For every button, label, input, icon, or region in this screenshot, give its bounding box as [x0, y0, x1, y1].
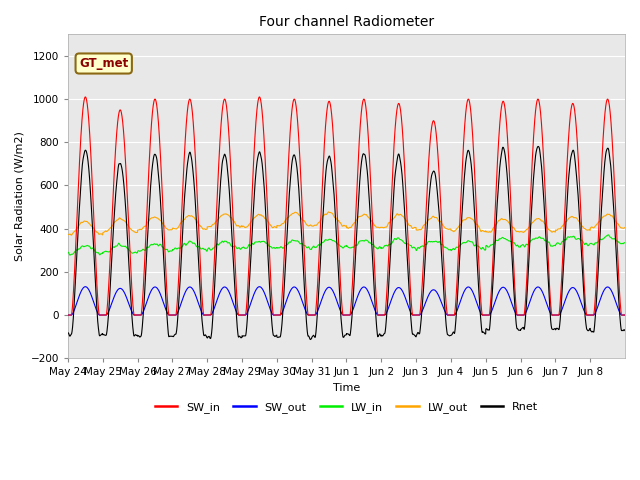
Legend: SW_in, SW_out, LW_in, LW_out, Rnet: SW_in, SW_out, LW_in, LW_out, Rnet [150, 397, 543, 418]
Y-axis label: Solar Radiation (W/m2): Solar Radiation (W/m2) [15, 132, 25, 261]
Text: GT_met: GT_met [79, 57, 129, 70]
X-axis label: Time: Time [333, 383, 360, 393]
Title: Four channel Radiometer: Four channel Radiometer [259, 15, 434, 29]
